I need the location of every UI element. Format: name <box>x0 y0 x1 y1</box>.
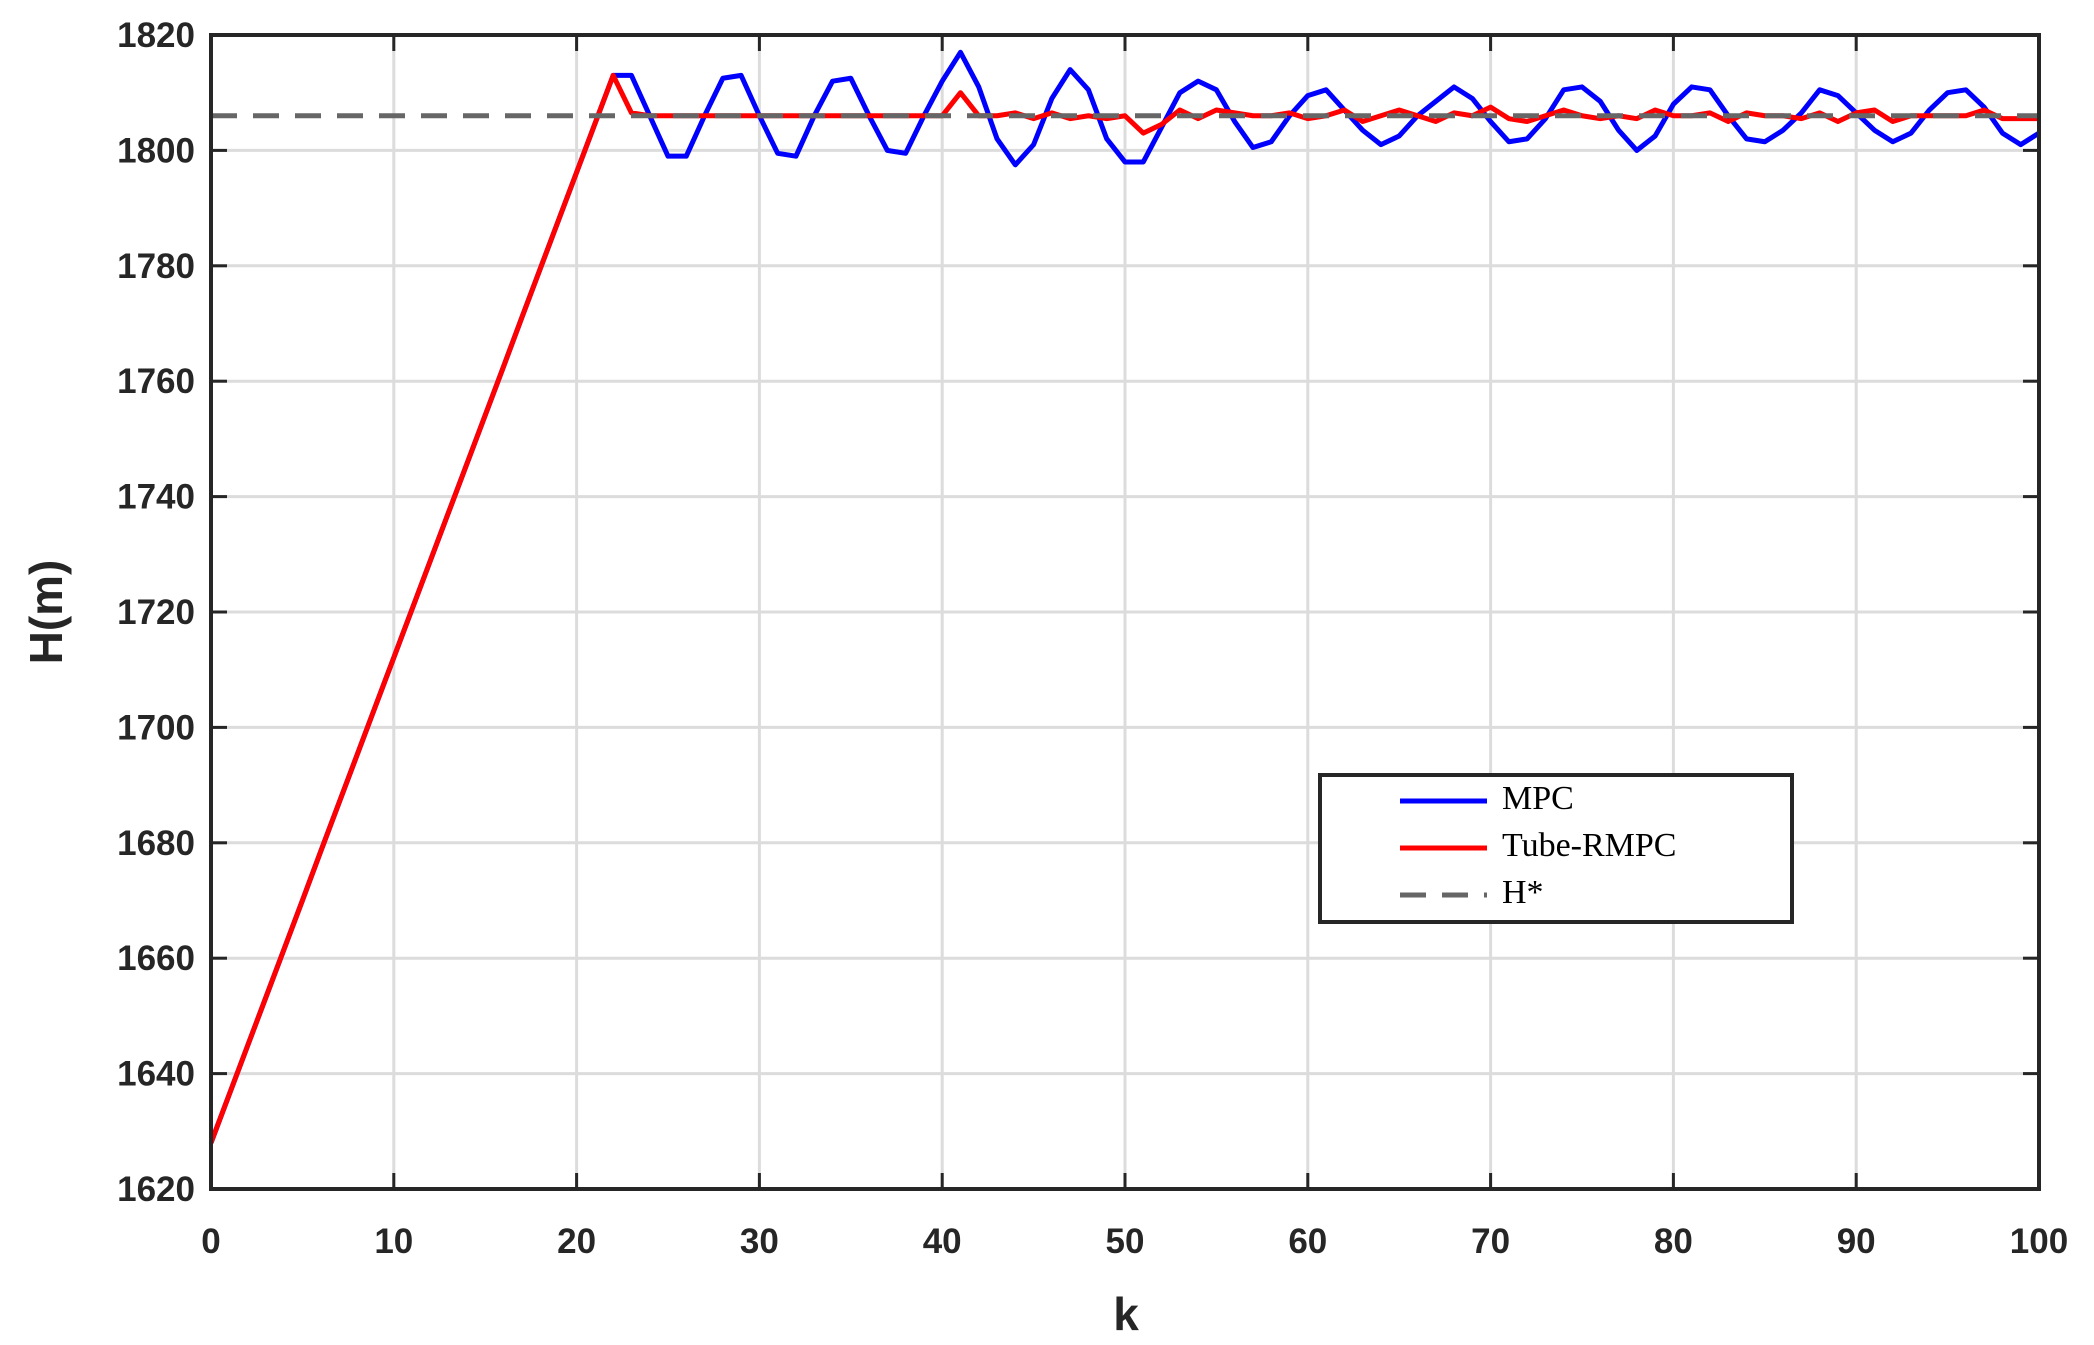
y-tick-label: 1820 <box>117 16 195 55</box>
plot-frame <box>209 33 2041 1191</box>
x-tick-label: 100 <box>2010 1222 2068 1261</box>
legend-label: H* <box>1502 874 1544 911</box>
plot-area <box>211 49 2039 1144</box>
x-tick-label: 60 <box>1288 1222 1327 1261</box>
x-tick-label: 10 <box>374 1222 413 1261</box>
y-tick-label: 1640 <box>117 1055 195 1094</box>
y-tick-label: 1620 <box>117 1170 195 1209</box>
x-tick-label: 20 <box>557 1222 596 1261</box>
x-tick-label: 0 <box>201 1222 220 1261</box>
legend-box <box>1318 773 1794 924</box>
y-axis-label: H(m) <box>20 560 72 665</box>
x-tick-label: 40 <box>923 1222 962 1261</box>
legend-label: MPC <box>1502 780 1574 817</box>
series-line <box>211 72 2039 1144</box>
y-tick-label: 1720 <box>117 593 195 632</box>
y-tick-label: 1660 <box>117 939 195 978</box>
y-tick-label: 1760 <box>117 362 195 401</box>
x-axis-label: k <box>1113 1288 1139 1340</box>
legend-label: Tube-RMPC <box>1502 827 1676 864</box>
y-tick-label: 1700 <box>117 708 195 747</box>
y-tick-label: 1780 <box>117 247 195 286</box>
x-tick-label: 70 <box>1471 1222 1510 1261</box>
x-tick-label: 90 <box>1837 1222 1876 1261</box>
x-tick-label: 30 <box>740 1222 779 1261</box>
x-tick-label: 80 <box>1654 1222 1693 1261</box>
y-tick-label: 1740 <box>117 478 195 517</box>
y-tick-label: 1680 <box>117 824 195 863</box>
y-tick-label: 1800 <box>117 131 195 170</box>
x-tick-label: 50 <box>1106 1222 1145 1261</box>
legend: MPC Tube-RMPC H* <box>1318 773 1794 924</box>
